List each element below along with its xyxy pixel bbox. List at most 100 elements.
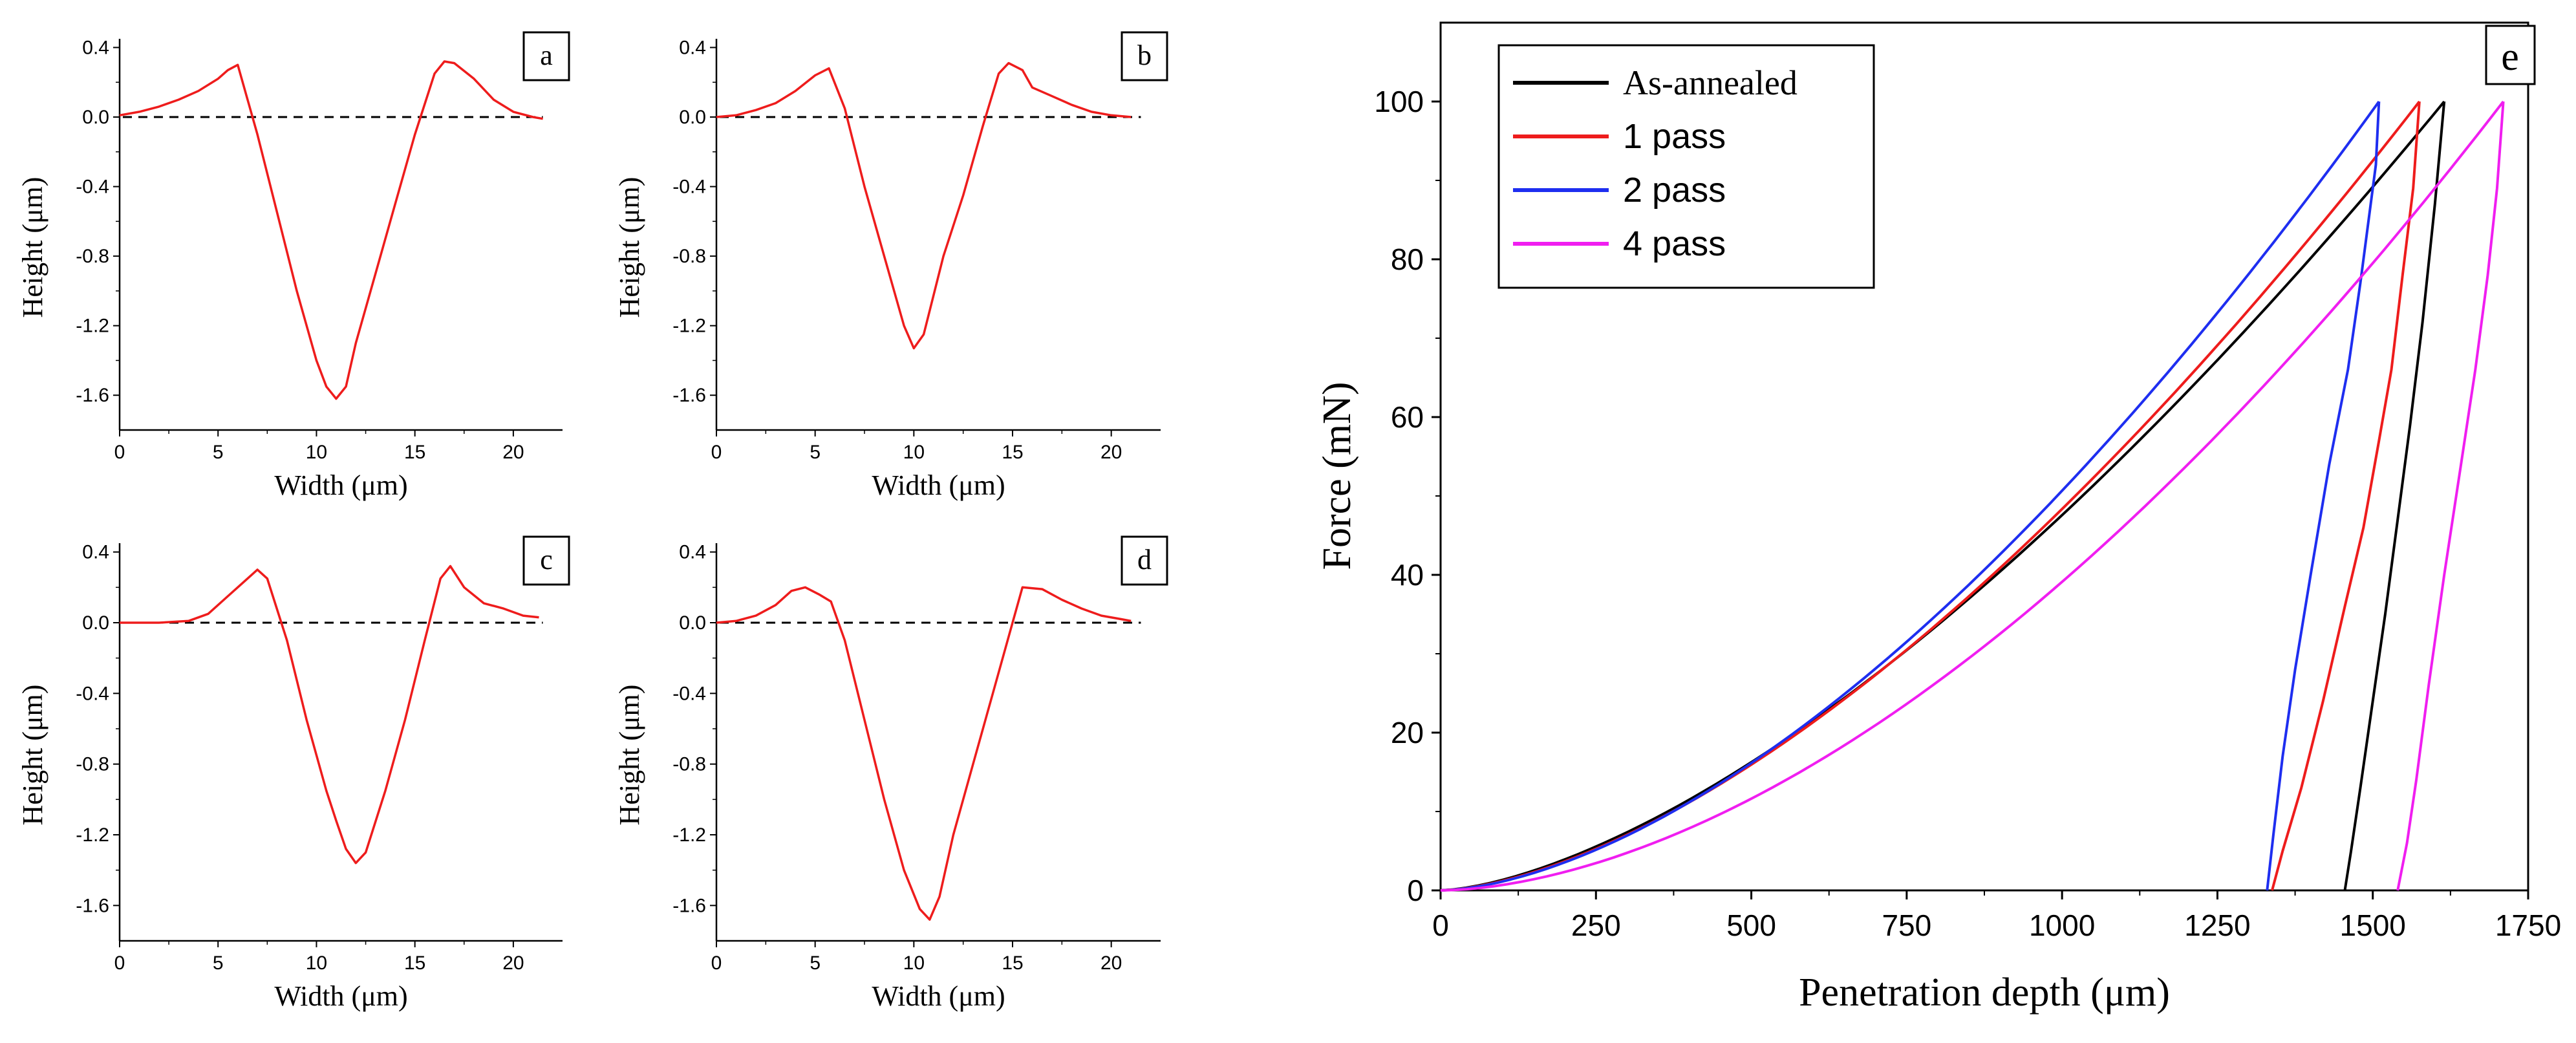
x-tick-label: 0 (711, 952, 722, 974)
y-tick-label: 0.4 (82, 542, 109, 563)
loading-curve (1440, 100, 2505, 892)
x-tick-label: 1250 (2184, 909, 2250, 942)
panel-label: a (540, 39, 553, 71)
y-tick-label: 0.0 (679, 107, 706, 128)
legend-label: As-annealed (1623, 63, 1798, 102)
unloading-curve (2343, 101, 2446, 891)
x-tick-label: 10 (903, 442, 925, 463)
y-tick-label: 40 (1391, 558, 1424, 592)
y-tick-label: 20 (1391, 716, 1424, 749)
x-tick-label: 20 (502, 952, 524, 974)
x-axis-label: Width (μm) (872, 980, 1005, 1012)
x-tick-label: 15 (404, 442, 425, 463)
y-axis-label: Height (μm) (614, 177, 645, 318)
y-tick-label: -0.8 (76, 246, 109, 267)
panel-a: 0.4 0.0 -0.4 -0.8 -1.2 -1.6 0 5 10 15 20 Width (μm)… (17, 31, 570, 501)
x-tick-label: 15 (1002, 952, 1023, 974)
panel-d: 0.4 0.0 -0.4 -0.8 -1.2 -1.6 0 5 10 15 20 Width (μm)… (614, 535, 1168, 1012)
x-axis-label: Width (μm) (274, 980, 407, 1012)
x-tick-label: 250 (1571, 909, 1621, 942)
legend-label: 4 pass (1623, 224, 1726, 263)
panel-label: e (2501, 35, 2519, 79)
panel-label-box (1121, 31, 1168, 81)
y-tick-label: -0.4 (672, 683, 706, 704)
y-tick-label: -0.8 (76, 754, 109, 775)
x-tick-label: 20 (1100, 952, 1122, 974)
panel-label: b (1137, 39, 1152, 71)
x-tick-label: 1000 (2029, 909, 2095, 942)
y-tick-label: 0 (1407, 874, 1424, 907)
x-tick-label: 1500 (2340, 909, 2406, 942)
y-tick-label: -1.2 (672, 824, 706, 846)
y-tick-label: -1.6 (76, 895, 109, 916)
x-axis-label: Penetration depth (μm) (1799, 971, 2170, 1015)
x-axis-label: Width (μm) (274, 469, 407, 501)
y-tick-label: -0.8 (672, 246, 706, 267)
x-tick-label: 10 (903, 952, 925, 974)
y-tick-label: -0.4 (672, 177, 706, 198)
panel-b: 0.4 0.0 -0.4 -0.8 -1.2 -1.6 0 5 10 15 20 Width (μm)… (614, 31, 1168, 501)
profile-line (716, 61, 1132, 350)
x-tick-label: 0 (711, 442, 722, 463)
y-tick-label: -1.2 (76, 824, 109, 846)
x-tick-label: 20 (502, 442, 524, 463)
y-axis-label: Height (μm) (17, 177, 48, 318)
panel-label: c (540, 544, 553, 575)
x-tick-label: 10 (306, 442, 327, 463)
x-tick-label: 500 (1726, 909, 1776, 942)
x-tick-label: 15 (404, 952, 425, 974)
legend-label: 2 pass (1623, 171, 1726, 210)
y-axis-label: Height (μm) (614, 685, 645, 826)
x-tick-label: 1750 (2495, 909, 2561, 942)
x-tick-label: 5 (213, 442, 224, 463)
panel-c: 0.4 0.0 -0.4 -0.8 -1.2 -1.6 0 5 10 15 20 Width (μm)… (17, 535, 570, 1012)
x-tick-label: 0 (114, 442, 125, 463)
y-tick-label: 0.0 (679, 612, 706, 634)
y-tick-label: 80 (1391, 242, 1424, 276)
x-axis-label: Width (μm) (872, 469, 1005, 501)
y-tick-label: 0.4 (679, 542, 706, 563)
y-tick-label: 0.0 (82, 612, 109, 634)
loading-curve (1440, 100, 2380, 892)
x-tick-label: 20 (1100, 442, 1122, 463)
y-tick-label: -0.4 (76, 177, 109, 198)
x-tick-label: 0 (114, 952, 125, 974)
unloading-curve (2266, 101, 2381, 891)
y-tick-label: -1.2 (672, 316, 706, 337)
panel-label-box (1121, 535, 1168, 586)
y-tick-label: -1.6 (76, 385, 109, 406)
unloading-curve (2396, 101, 2505, 891)
y-tick-label: -0.8 (672, 754, 706, 775)
x-tick-label: 10 (306, 952, 327, 974)
y-axis-label: Force (mN) (1315, 382, 1359, 570)
x-tick-label: 5 (810, 442, 821, 463)
x-tick-label: 15 (1002, 442, 1023, 463)
x-tick-label: 5 (810, 952, 821, 974)
y-tick-label: -0.4 (76, 683, 109, 704)
y-tick-label: -1.6 (672, 385, 706, 406)
x-tick-label: 750 (1882, 909, 1931, 942)
y-tick-label: 0.4 (82, 37, 109, 58)
panel-label-box (522, 535, 570, 586)
y-tick-label: 0.4 (679, 37, 706, 58)
y-tick-label: 60 (1391, 400, 1424, 434)
y-tick-label: -1.6 (672, 895, 706, 916)
x-tick-label: 0 (1432, 909, 1449, 942)
panel-label-box (522, 31, 570, 81)
unloading-curve (2271, 101, 2421, 891)
y-tick-label: 0.0 (82, 107, 109, 128)
y-axis-label: Height (μm) (17, 685, 48, 826)
x-tick-label: 5 (213, 952, 224, 974)
legend: As-annealed 1 pass 2 pass 4 pass (1497, 44, 1875, 289)
y-tick-label: 100 (1374, 85, 1424, 118)
profile-line (119, 60, 543, 400)
legend-label: 1 pass (1623, 117, 1726, 156)
panel-label-box (2485, 25, 2536, 85)
profile-line (716, 586, 1132, 921)
y-tick-label: -1.2 (76, 316, 109, 337)
profile-line (120, 565, 539, 865)
panel-label: d (1137, 544, 1152, 575)
legend-box (1497, 44, 1875, 289)
